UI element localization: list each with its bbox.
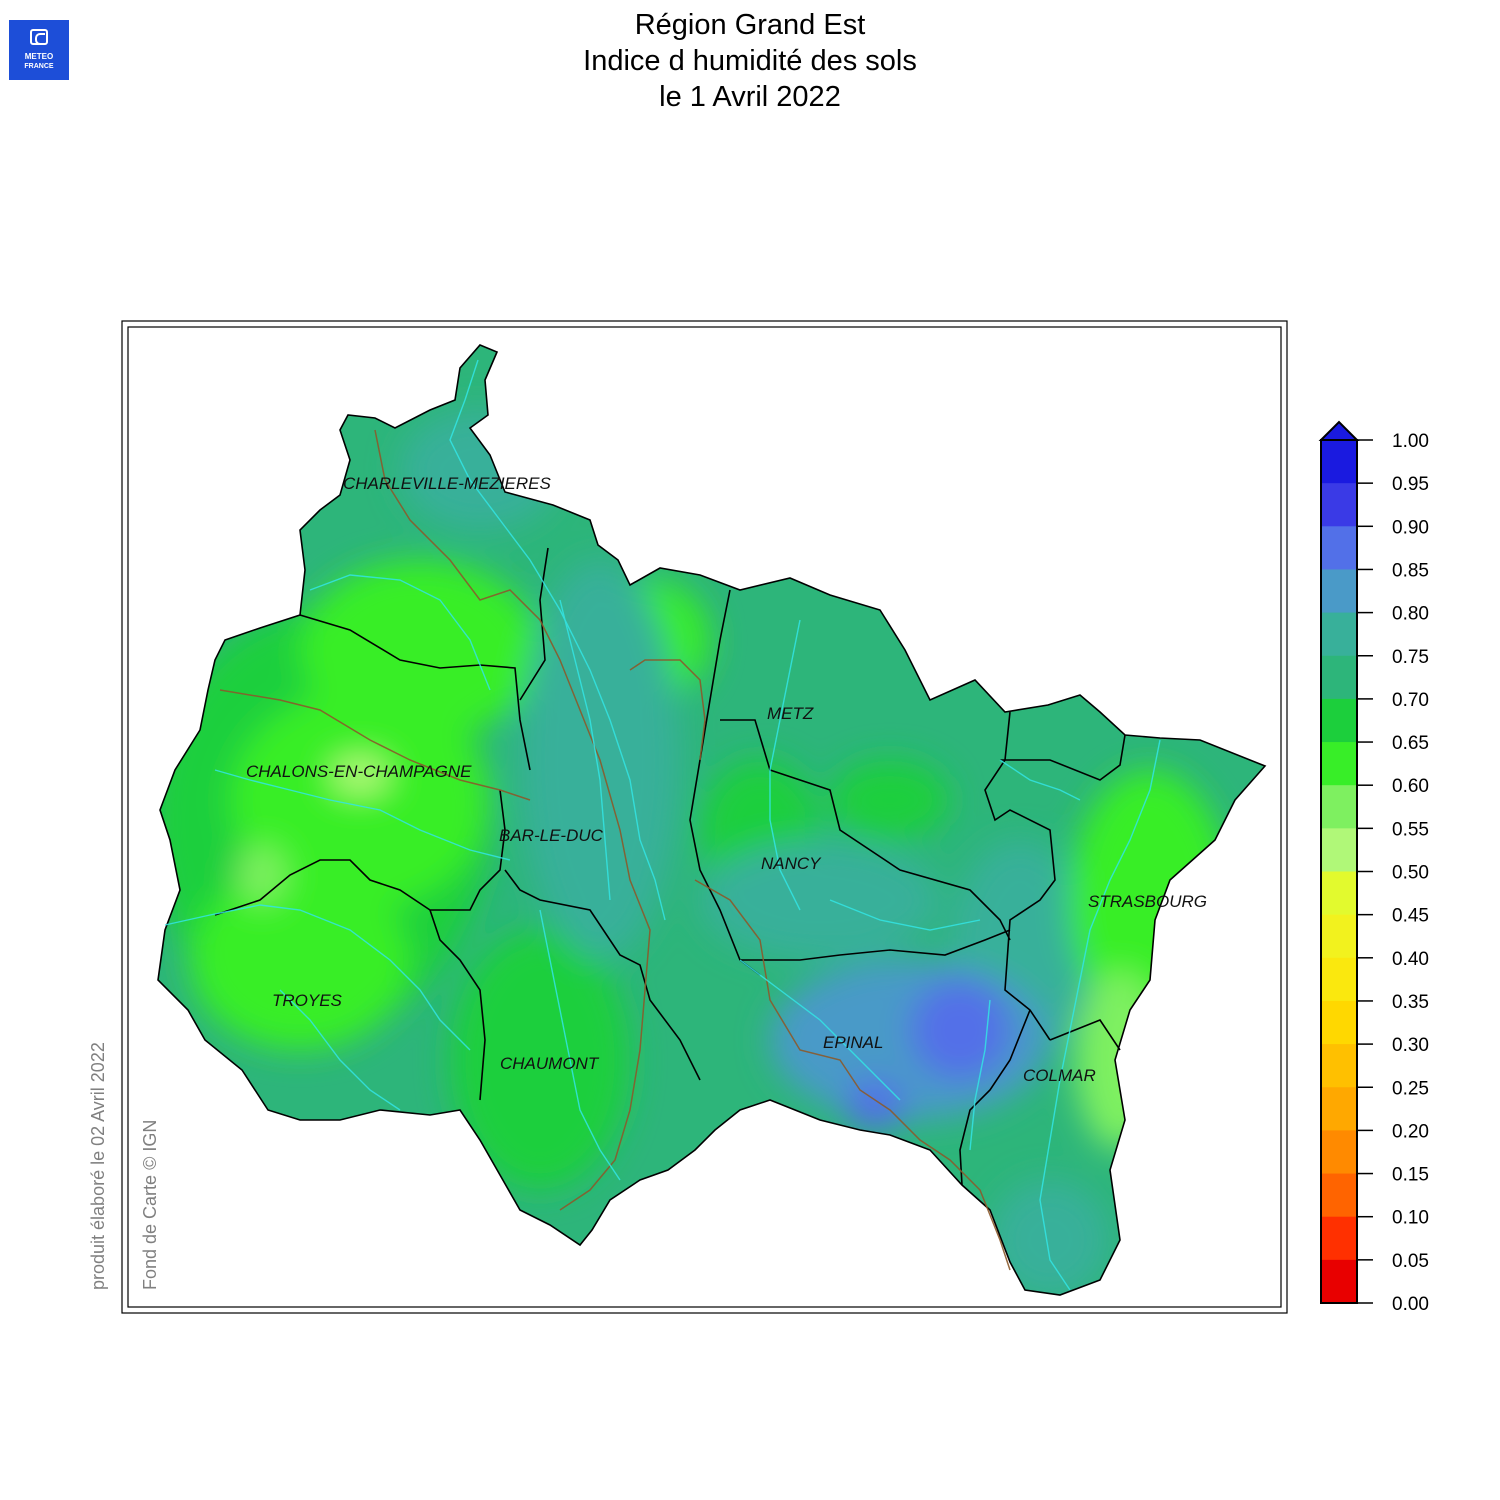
legend-tick-label: 0.60 <box>1392 776 1429 797</box>
legend-tick-label: 0.00 <box>1392 1294 1429 1315</box>
city-label: EPINAL <box>823 1033 883 1052</box>
legend-tick-label: 0.35 <box>1392 992 1429 1013</box>
soil-moisture-field <box>158 345 1265 1295</box>
city-label: COLMAR <box>1023 1066 1096 1085</box>
legend-tick-label: 1.00 <box>1392 431 1429 452</box>
legend-overflow-arrow <box>1318 420 1360 441</box>
legend-tick-label: 0.45 <box>1392 906 1429 927</box>
legend-color-bin <box>1321 871 1357 916</box>
meteo-france-emblem-icon <box>30 29 48 45</box>
legend-tick-label: 0.90 <box>1392 517 1429 538</box>
city-label: METZ <box>767 704 814 723</box>
legend-color-bin <box>1321 612 1357 657</box>
meteo-france-logo: METEO FRANCE <box>9 20 69 80</box>
logo-line-1: METEO <box>24 52 54 61</box>
map-title-region: Région Grand Est <box>634 9 866 41</box>
canals <box>219 429 1011 1271</box>
legend-tick-label: 0.15 <box>1392 1165 1429 1186</box>
rivers <box>164 359 1161 1291</box>
legend-color-bin <box>1321 1044 1357 1088</box>
legend-tick-label: 0.70 <box>1392 690 1429 711</box>
legend-color-bin <box>1321 1173 1357 1218</box>
city-label: CHAUMONT <box>500 1054 600 1073</box>
legend-color-bin <box>1321 742 1357 786</box>
legend-tick-label: 0.75 <box>1392 647 1429 668</box>
city-label: BAR-LE-DUC <box>499 826 604 845</box>
legend-color-bin <box>1321 785 1357 829</box>
city-label: CHALONS-EN-CHAMPAGNE <box>246 762 472 781</box>
department-boundaries <box>157 344 1267 1296</box>
city-label: NANCY <box>761 854 822 873</box>
legend-color-bin <box>1321 526 1357 570</box>
legend-tick-label: 0.65 <box>1392 733 1429 754</box>
legend-color-bin <box>1321 655 1357 700</box>
legend-tick-label: 0.80 <box>1392 604 1429 625</box>
legend-tick-label: 0.20 <box>1392 1121 1429 1142</box>
logo-line-2: FRANCE <box>24 63 54 70</box>
city-label: CHARLEVILLE-MEZIERES <box>343 474 551 493</box>
legend-color-bin <box>1321 957 1357 1002</box>
legend-color-bin <box>1321 1000 1357 1045</box>
legend-tick-label: 0.25 <box>1392 1078 1429 1099</box>
city-label: STRASBOURG <box>1088 892 1207 911</box>
map-title-date: le 1 Avril 2022 <box>659 81 841 113</box>
city-labels: CHARLEVILLE-MEZIERES METZ CHALONS-EN-CHA… <box>246 474 1207 1085</box>
legend-tick-label: 0.95 <box>1392 474 1429 495</box>
legend-color-bin <box>1321 1130 1357 1175</box>
legend-color-bin <box>1321 1259 1357 1304</box>
legend-tick-label: 0.10 <box>1392 1208 1429 1229</box>
legend-tick-label: 0.85 <box>1392 560 1429 581</box>
legend-tick-label: 0.05 <box>1392 1251 1429 1272</box>
map-frame-inner <box>127 326 1282 1308</box>
city-label: TROYES <box>272 991 343 1010</box>
legend-color-bin <box>1321 483 1357 527</box>
legend-color-bin <box>1321 569 1357 614</box>
color-scale-legend: 1.00 0.95 0.90 0.85 0.80 0.75 0.70 0.65 0.60 0.55… <box>1318 420 1429 1315</box>
legend-color-bin <box>1321 1087 1357 1131</box>
legend-color-bin <box>1321 440 1357 484</box>
legend-color-bin <box>1321 698 1357 743</box>
legend-tick-labels: 1.00 0.95 0.90 0.85 0.80 0.75 0.70 0.65 0.60 0.55… <box>1357 431 1429 1315</box>
legend-tick-label: 0.50 <box>1392 863 1429 884</box>
legend-tick-label: 0.40 <box>1392 949 1429 970</box>
map-title-indicator: Indice d humidité des sols <box>583 45 917 77</box>
legend-tick-label: 0.55 <box>1392 819 1429 840</box>
map-frame-outer <box>121 320 1288 1314</box>
legend-color-bin <box>1321 828 1357 872</box>
legend-color-bin <box>1321 914 1357 959</box>
legend-color-bins <box>1320 439 1358 1304</box>
legend-tick-label: 0.30 <box>1392 1035 1429 1056</box>
legend-color-bin <box>1321 1216 1357 1261</box>
